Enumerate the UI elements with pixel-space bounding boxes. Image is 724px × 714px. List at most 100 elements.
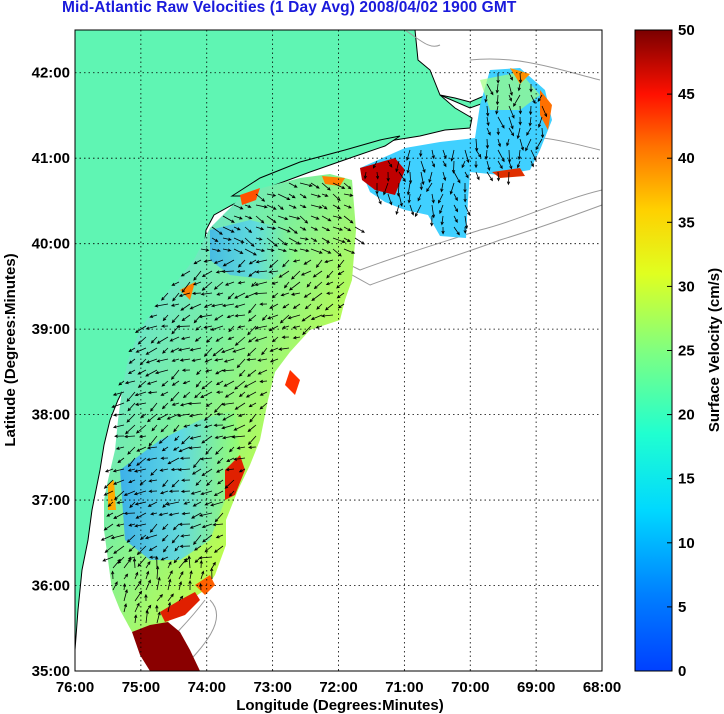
velocity-arrow bbox=[206, 336, 213, 343]
velocity-arrow bbox=[453, 171, 461, 184]
velocity-arrow bbox=[126, 391, 136, 402]
velocity-arrow bbox=[148, 435, 158, 447]
velocity-arrow bbox=[165, 501, 180, 506]
velocity-arrow bbox=[192, 281, 202, 286]
velocity-arrow bbox=[193, 423, 202, 428]
velocity-arrow bbox=[414, 204, 422, 218]
velocity-arrow bbox=[112, 479, 125, 485]
velocity-arrow bbox=[104, 468, 114, 473]
velocity-arrow bbox=[313, 281, 323, 290]
velocity-arrow bbox=[486, 105, 490, 117]
velocity-arrow bbox=[202, 534, 213, 543]
velocity-arrow bbox=[343, 204, 352, 209]
velocity-arrow bbox=[123, 558, 132, 569]
velocity-arrow bbox=[407, 193, 411, 204]
velocity-arrow bbox=[137, 336, 147, 345]
velocity-arrow bbox=[508, 83, 513, 96]
velocity-arrow bbox=[136, 457, 147, 466]
velocity-arrow bbox=[178, 446, 191, 453]
velocity-arrow bbox=[200, 570, 205, 580]
velocity-arrow bbox=[233, 248, 244, 254]
velocity-arrow bbox=[229, 446, 235, 453]
velocity-arrow bbox=[485, 138, 490, 149]
velocity-arrow bbox=[299, 193, 307, 199]
x-axis-label: Longitude (Degrees:Minutes) bbox=[236, 697, 444, 714]
velocity-arrow bbox=[176, 324, 191, 329]
velocity-arrow bbox=[210, 325, 224, 331]
velocity-arrow bbox=[324, 303, 334, 311]
velocity-arrow bbox=[180, 336, 191, 340]
velocity-arrow bbox=[171, 358, 180, 362]
velocity-arrow bbox=[149, 314, 158, 318]
velocity-arrow bbox=[541, 105, 548, 118]
velocity-arrow bbox=[111, 570, 115, 580]
velocity-arrow bbox=[474, 160, 478, 169]
velocity-arrow bbox=[181, 281, 191, 293]
velocity-arrow bbox=[188, 579, 192, 591]
velocity-arrow bbox=[216, 292, 224, 296]
velocity-arrow bbox=[248, 303, 257, 314]
velocity-arrow bbox=[217, 479, 224, 485]
velocity-arrow bbox=[168, 489, 180, 493]
velocity-arrow bbox=[386, 171, 390, 182]
velocity-arrow bbox=[177, 468, 191, 472]
velocity-arrow bbox=[195, 479, 202, 486]
velocity-arrow bbox=[321, 226, 331, 232]
velocity-arrow bbox=[159, 468, 169, 472]
velocity-arrow bbox=[291, 270, 301, 280]
y-tick-label: 41:00 bbox=[32, 150, 70, 167]
velocity-arrow bbox=[171, 314, 180, 324]
colorbar-tick-label: 5 bbox=[678, 599, 686, 616]
velocity-arrow bbox=[222, 435, 235, 440]
velocity-arrow bbox=[116, 523, 125, 527]
velocity-arrow bbox=[375, 171, 380, 180]
velocity-arrow bbox=[497, 138, 502, 148]
velocity-arrow bbox=[387, 193, 393, 206]
velocity-arrow bbox=[145, 579, 151, 591]
velocity-arrow bbox=[255, 215, 265, 224]
velocity-arrow bbox=[266, 193, 277, 197]
x-tick-label: 76:00 bbox=[56, 679, 94, 696]
velocity-arrow bbox=[299, 248, 310, 253]
velocity-arrow bbox=[100, 534, 114, 541]
velocity-arrow bbox=[162, 523, 169, 531]
velocity-arrow bbox=[310, 226, 319, 231]
velocity-arrow bbox=[453, 215, 458, 223]
velocity-arrow bbox=[161, 380, 169, 387]
velocity-arrow bbox=[148, 545, 158, 551]
velocity-arrow bbox=[282, 303, 290, 309]
velocity-arrow bbox=[236, 446, 246, 450]
velocity-arrow bbox=[292, 336, 301, 340]
velocity-arrow bbox=[525, 138, 532, 152]
velocity-arrow bbox=[213, 402, 224, 413]
velocity-arrow bbox=[244, 215, 253, 220]
velocity-arrow bbox=[172, 292, 180, 302]
velocity-arrow bbox=[257, 358, 268, 362]
velocity-arrow bbox=[180, 489, 191, 494]
velocity-arrow bbox=[236, 269, 246, 274]
velocity-arrow bbox=[247, 435, 257, 446]
velocity-arrow bbox=[304, 303, 312, 310]
velocity-arrow bbox=[343, 193, 354, 197]
velocity-arrow bbox=[173, 446, 180, 451]
x-tick-label: 68:00 bbox=[583, 679, 621, 696]
velocity-arrow bbox=[398, 193, 403, 207]
velocity-arrow bbox=[247, 347, 257, 357]
velocity-arrow bbox=[123, 603, 128, 613]
velocity-arrow bbox=[194, 391, 202, 399]
velocity-arrow bbox=[292, 325, 301, 329]
velocity-arrow bbox=[193, 259, 202, 265]
velocity-arrow bbox=[518, 72, 523, 84]
velocity-arrow bbox=[420, 171, 425, 186]
velocity-arrow bbox=[139, 358, 147, 366]
velocity-arrow bbox=[189, 347, 202, 352]
velocity-arrow bbox=[191, 468, 202, 475]
velocity-arrow bbox=[128, 545, 136, 553]
x-tick-label: 74:00 bbox=[188, 679, 226, 696]
velocity-arrow bbox=[222, 259, 235, 267]
velocity-arrow bbox=[123, 490, 136, 496]
grid-lines bbox=[75, 30, 602, 671]
velocity-arrow bbox=[149, 523, 158, 533]
velocity-arrow bbox=[231, 435, 246, 439]
